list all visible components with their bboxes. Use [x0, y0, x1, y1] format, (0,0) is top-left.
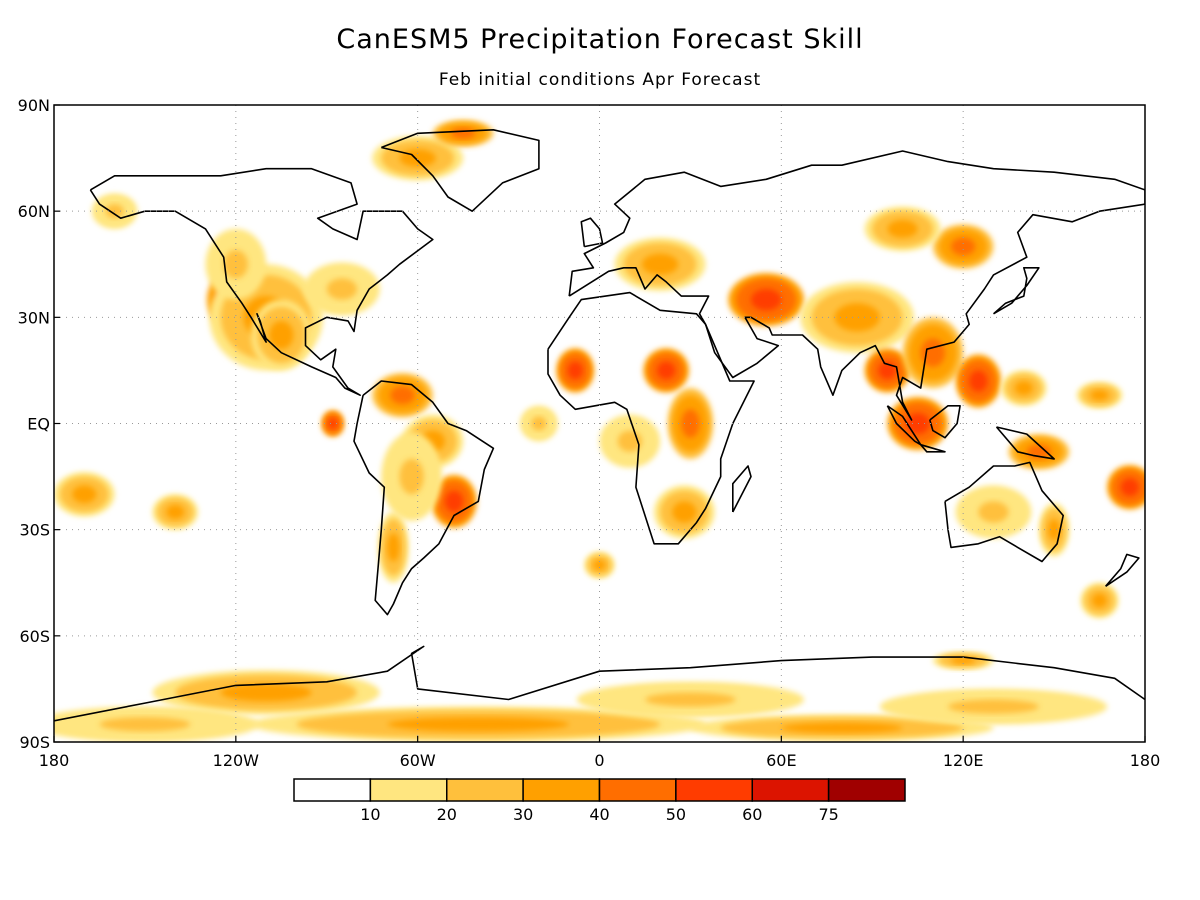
skill-core — [948, 699, 1039, 714]
map-title: CanESM5 Precipitation Forecast Skill — [336, 24, 864, 55]
y-tick-label: 30S — [19, 521, 50, 540]
colorbar-label: 50 — [666, 805, 686, 824]
x-tick-label: 60W — [400, 751, 436, 770]
skill-core — [531, 416, 547, 431]
coastline — [995, 426, 1055, 460]
skill-core — [1090, 389, 1109, 401]
skill-core — [326, 278, 358, 300]
colorbar-label: 20 — [437, 805, 457, 824]
coastline — [353, 380, 495, 616]
skill-core — [166, 504, 185, 520]
x-tick-label: 120W — [213, 751, 260, 770]
skill-core — [951, 657, 976, 665]
skill-core — [223, 250, 248, 279]
colorbar-swatch — [293, 778, 372, 802]
skill-core — [834, 303, 880, 332]
x-tick-label: 60E — [766, 751, 796, 770]
colorbar-swatch — [446, 778, 524, 802]
y-tick-label: 30N — [18, 308, 50, 327]
skill-core — [978, 501, 1009, 523]
coastline — [1104, 553, 1140, 587]
skill-core — [905, 412, 930, 435]
coastline — [381, 129, 540, 212]
skill-core — [641, 253, 679, 275]
skill-core — [387, 533, 400, 562]
colorbar-swatch — [827, 778, 906, 802]
skill-core — [672, 501, 697, 523]
coastline — [89, 167, 434, 396]
x-tick-label: 180 — [39, 751, 70, 770]
coastline — [992, 267, 1040, 315]
x-axis: 180 120W 60W 0 60E 120E 180 — [39, 736, 1161, 770]
skill-core — [644, 692, 736, 707]
coastline — [568, 150, 1145, 421]
skill-core — [99, 717, 191, 732]
skill-core — [444, 490, 464, 512]
gridlines — [54, 105, 1145, 742]
coastline — [920, 443, 946, 453]
skill-core — [657, 361, 676, 380]
y-tick-label: 90S — [19, 733, 50, 752]
colorbar-label: 60 — [742, 805, 762, 824]
colorbar-swatch — [751, 778, 830, 802]
skill-core — [399, 149, 436, 167]
y-tick-label: EQ — [27, 415, 50, 434]
skill-core — [887, 220, 918, 238]
coastline — [929, 405, 961, 439]
skill-core — [220, 683, 312, 702]
coastline — [886, 405, 922, 446]
skill-core — [72, 485, 97, 504]
skill-core — [1048, 519, 1061, 541]
colorbar-label: 30 — [513, 805, 533, 824]
colorbar-label: 40 — [589, 805, 609, 824]
skill-core — [451, 128, 476, 139]
skill-core — [1014, 381, 1033, 396]
colorbar-swatch — [522, 778, 601, 802]
skill-core — [328, 418, 338, 429]
y-axis: 90N 60N 30N EQ 30S 60S 90S — [18, 96, 60, 752]
x-tick-label: 0 — [594, 751, 604, 770]
coastline — [547, 291, 755, 545]
y-tick-label: 60N — [18, 202, 50, 221]
skill-core — [390, 386, 415, 405]
coastlines — [54, 129, 1145, 722]
skill-core — [751, 289, 782, 311]
skill-core — [269, 320, 294, 350]
skill-core — [399, 458, 424, 495]
skill-core — [951, 237, 976, 256]
skill-core — [567, 361, 583, 380]
coastline — [732, 465, 752, 513]
map-subtitle: Feb initial conditions Apr Forecast — [438, 70, 762, 90]
y-tick-label: 90N — [18, 96, 50, 115]
skill-field — [54, 120, 1145, 742]
colorbar: 10 20 30 40 50 60 75 — [293, 778, 906, 824]
coastline — [944, 461, 1064, 563]
skill-core — [593, 559, 606, 571]
colorbar-swatch — [675, 778, 753, 802]
colorbar-swatch — [598, 778, 677, 802]
skill-core — [969, 370, 988, 392]
x-tick-label: 120E — [943, 751, 984, 770]
colorbar-label: 75 — [818, 805, 838, 824]
skill-core — [1120, 478, 1139, 497]
skill-core — [781, 722, 903, 734]
y-tick-label: 60S — [19, 627, 50, 646]
coastline — [580, 217, 604, 248]
colorbar-label: 10 — [360, 805, 380, 824]
skill-core — [1091, 593, 1108, 608]
skill-core — [387, 717, 570, 732]
coastline — [54, 645, 1145, 722]
colorbar-swatch — [369, 778, 448, 802]
x-tick-label: 180 — [1130, 751, 1161, 770]
